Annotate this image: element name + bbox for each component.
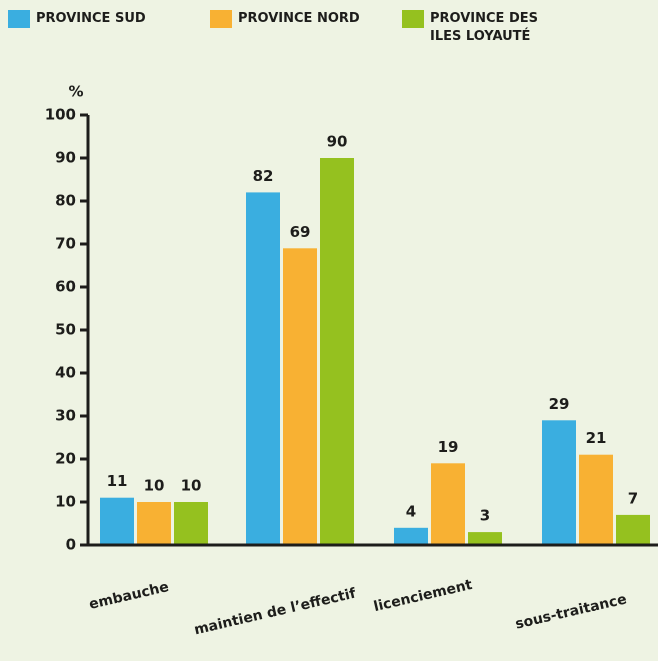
value-label: 7 (628, 489, 638, 507)
legend-label: PROVINCE NORD (238, 11, 360, 26)
bar (246, 192, 280, 545)
bar (468, 532, 502, 545)
x-tick-label: licenciement (372, 577, 474, 615)
legend-swatch (8, 10, 30, 28)
y-tick-label: 90 (55, 149, 76, 167)
bar (431, 463, 465, 545)
legend-swatch (210, 10, 232, 28)
y-tick-label: 50 (55, 321, 76, 339)
y-tick-label: 40 (55, 364, 76, 382)
value-label: 21 (586, 429, 607, 447)
y-tick-label: 80 (55, 192, 76, 210)
y-tick-label: 100 (45, 106, 76, 124)
value-label: 90 (327, 133, 348, 151)
x-tick-label: sous-traitance (514, 591, 628, 632)
value-label: 82 (253, 167, 274, 185)
value-label: 69 (290, 223, 311, 241)
legend-swatch (402, 10, 424, 28)
y-axis-label: % (68, 83, 83, 101)
bar (616, 514, 650, 545)
legend-item: PROVINCE DES ILES LOYAUTÉ (402, 10, 562, 46)
bar (174, 502, 208, 545)
y-tick-label: 20 (55, 450, 76, 468)
y-tick-label: 10 (55, 493, 76, 511)
bar (542, 420, 576, 545)
value-label: 10 (144, 477, 165, 495)
legend: PROVINCE SUD PROVINCE NORD PROVINCE DES IL… (8, 10, 572, 46)
legend-item: PROVINCE NORD (210, 10, 392, 46)
legend-item: PROVINCE SUD (8, 10, 200, 46)
x-tick-label: embauche (88, 579, 171, 613)
y-tick-label: 0 (66, 536, 76, 554)
bar (320, 158, 354, 545)
value-label: 29 (549, 395, 570, 413)
value-label: 10 (181, 477, 202, 495)
y-tick-label: 30 (55, 407, 76, 425)
bar (283, 248, 317, 546)
y-tick-label: 60 (55, 278, 76, 296)
bar (394, 527, 428, 545)
bar (137, 502, 171, 545)
legend-label: PROVINCE SUD (36, 11, 146, 26)
value-label: 11 (107, 472, 128, 490)
value-label: 3 (480, 507, 490, 525)
bar (579, 454, 613, 545)
bar (100, 497, 134, 545)
value-label: 4 (406, 502, 416, 520)
x-tick-label: maintien de l’effectif (193, 585, 359, 638)
y-tick-label: 70 (55, 235, 76, 253)
legend-label: PROVINCE DES ILES LOYAUTÉ (430, 11, 538, 44)
value-label: 19 (438, 438, 459, 456)
